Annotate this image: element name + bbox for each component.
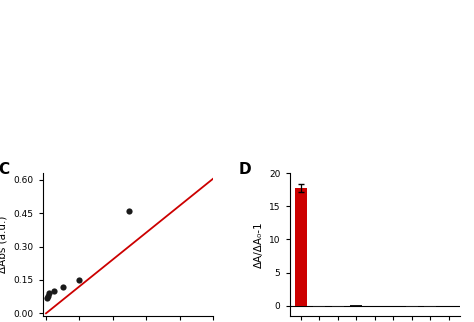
Point: [43, 295, 51, 300]
Point: [46, 291, 53, 296]
Bar: [313, 306, 325, 307]
Y-axis label: ΔA/ΔA₀-1: ΔA/ΔA₀-1: [254, 221, 264, 268]
Bar: [332, 306, 344, 307]
Point: [44, 293, 52, 298]
Bar: [406, 306, 418, 307]
Bar: [350, 305, 362, 306]
Text: D: D: [238, 162, 251, 177]
Point: [75, 278, 83, 283]
Bar: [424, 306, 436, 307]
Text: C: C: [0, 162, 9, 177]
Y-axis label: ΔAbs (a.u.): ΔAbs (a.u.): [0, 216, 8, 273]
Point: [126, 209, 133, 214]
Point: [59, 284, 66, 289]
Point: [51, 289, 58, 294]
Bar: [295, 188, 307, 306]
